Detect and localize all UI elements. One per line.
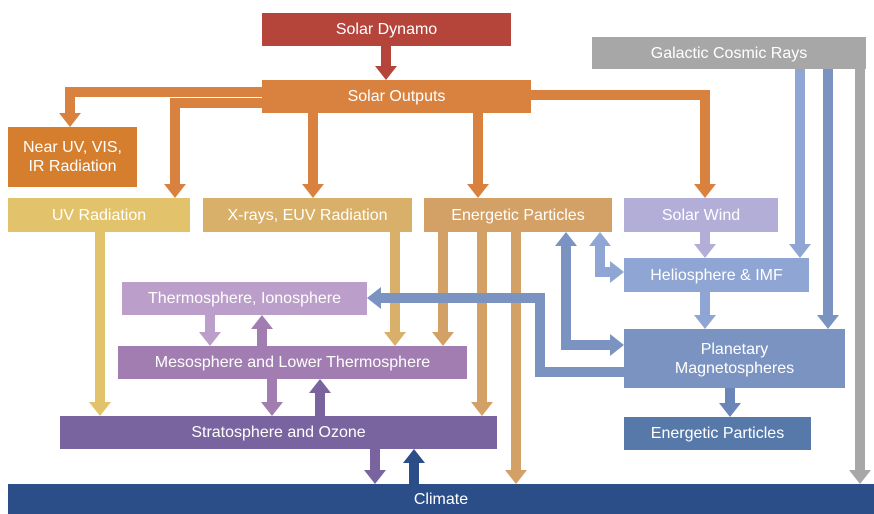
node-label: Planetary Magnetospheres	[674, 340, 795, 377]
node-box	[8, 127, 137, 187]
node-label: Climate	[413, 490, 469, 508]
node-label: Energetic Particles	[451, 206, 585, 224]
node-box	[118, 346, 467, 379]
node-box	[624, 417, 811, 450]
arrow-head	[694, 315, 716, 329]
node-box	[8, 484, 874, 514]
node-label: Solar Dynamo	[335, 21, 438, 38]
node-label: Stratosphere and Ozone	[191, 424, 366, 441]
node-box	[624, 329, 845, 388]
arrow-head	[694, 184, 716, 198]
arrow-head	[59, 113, 81, 127]
arrow	[561, 244, 612, 350]
arrow-head	[364, 470, 386, 484]
arrow-head	[610, 261, 624, 283]
node-box	[592, 37, 866, 69]
arrow-head	[589, 232, 611, 246]
node-label: Galactic Cosmic Rays	[650, 44, 808, 62]
node-label: Solar Wind	[661, 206, 741, 224]
node-box	[262, 80, 531, 113]
arrow	[531, 90, 710, 186]
node-box	[262, 13, 511, 46]
node-label: X-rays, EUV Radiation	[227, 206, 388, 224]
arrow-head	[261, 402, 283, 416]
node-label: Near UV, VIS, IR Radiation	[22, 139, 122, 175]
node-label: UV Radiation	[51, 206, 147, 224]
node-box	[203, 198, 412, 232]
arrow-head	[164, 184, 186, 198]
node-label: Solar Outputs	[347, 88, 446, 105]
arrow-head	[375, 66, 397, 80]
arrow-head	[505, 470, 527, 484]
arrow-head	[555, 232, 577, 246]
arrow	[595, 244, 612, 277]
arrow-head	[384, 332, 406, 346]
arrow	[65, 87, 262, 115]
node-label: Thermosphere, Ionosphere	[148, 290, 341, 307]
node-box	[624, 258, 809, 292]
node-label: Mesosphere and Lower Thermosphere	[154, 354, 431, 371]
node-box	[624, 198, 778, 232]
arrow	[379, 293, 624, 377]
node-box	[60, 416, 497, 449]
arrow-head	[199, 332, 221, 346]
arrow-head	[817, 315, 839, 329]
arrow-head	[719, 403, 741, 417]
arrow	[170, 98, 262, 186]
arrow-head	[849, 470, 871, 484]
node-box	[424, 198, 612, 232]
arrow-head	[251, 315, 273, 329]
arrow-head	[367, 287, 381, 309]
node-label: Energetic Particles	[650, 425, 785, 442]
arrow-head	[309, 379, 331, 393]
arrow-head	[467, 184, 489, 198]
arrow-head	[471, 402, 493, 416]
arrow-head	[432, 332, 454, 346]
node-box	[122, 282, 367, 315]
arrow-head	[302, 184, 324, 198]
arrow-head	[789, 244, 811, 258]
arrow-head	[694, 244, 716, 258]
arrow-head	[89, 402, 111, 416]
node-label: Heliosphere & IMF	[650, 266, 783, 284]
node-box	[8, 198, 190, 232]
arrow-head	[610, 334, 624, 356]
arrow-head	[403, 449, 425, 463]
